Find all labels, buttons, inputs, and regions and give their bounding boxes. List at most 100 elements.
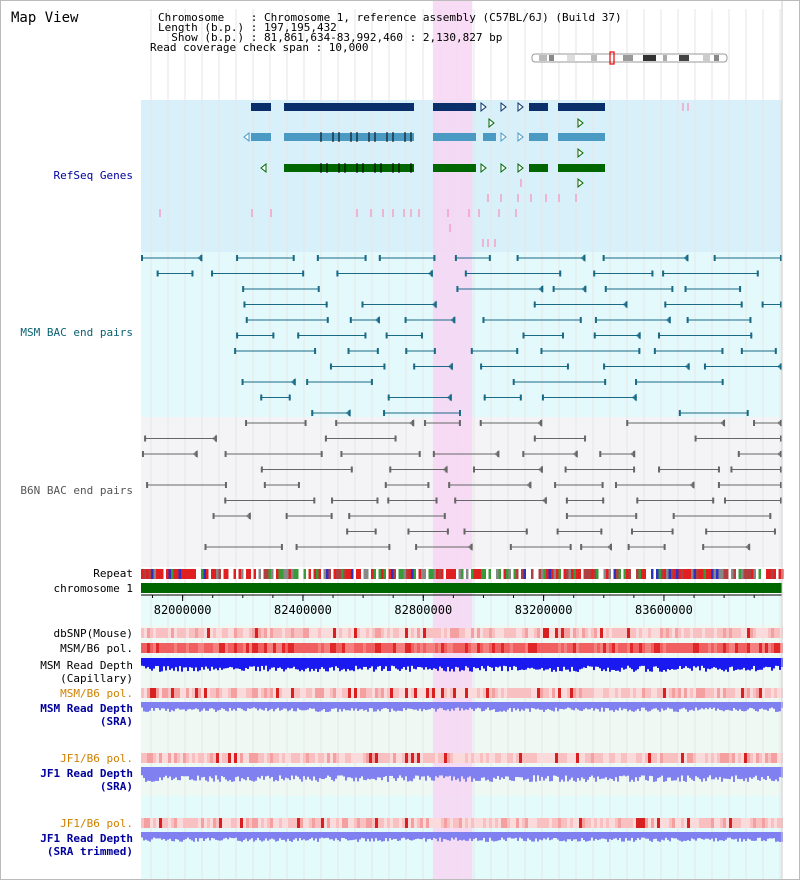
heat-cell <box>318 818 321 828</box>
bac-end-arrow <box>572 450 578 458</box>
depth-bar <box>735 832 737 839</box>
bac-end <box>522 451 525 457</box>
depth-bar <box>503 832 505 840</box>
depth-bar <box>521 832 523 839</box>
depth-bar <box>279 767 281 776</box>
depth-bar <box>419 767 421 780</box>
heat-cell <box>741 688 744 698</box>
depth-bar <box>367 702 369 712</box>
track-label-msm-read-depth-sra[interactable]: MSM Read Depth (SRA) <box>40 702 133 728</box>
depth-bar <box>299 658 301 672</box>
track-label-dbsnp[interactable]: dbSNP(Mouse) <box>53 627 133 640</box>
depth-bar <box>375 702 377 712</box>
depth-bar <box>373 767 375 779</box>
depth-bar <box>613 832 615 839</box>
depth-bar <box>363 658 365 667</box>
depth-bar <box>685 658 687 667</box>
depth-bar <box>543 702 545 712</box>
depth-bar <box>631 832 633 838</box>
heat-cell <box>153 753 156 763</box>
track-label-jf1-b6-pol-1[interactable]: JF1/B6 pol. <box>60 752 133 765</box>
heat-cell <box>273 628 276 638</box>
depth-bar <box>273 658 275 668</box>
depth-bar <box>427 658 429 670</box>
depth-bar <box>307 658 309 668</box>
heat-cell <box>678 688 681 698</box>
depth-bar <box>589 767 591 777</box>
depth-bar <box>667 658 669 670</box>
depth-bar <box>145 658 147 669</box>
heat-cell <box>762 753 765 763</box>
depth-bar <box>305 658 307 669</box>
depth-bar <box>765 658 767 667</box>
depth-bar <box>705 702 707 708</box>
depth-bar <box>651 702 653 710</box>
bac-end <box>657 332 660 339</box>
depth-bar <box>669 658 671 671</box>
bac-end-arrow <box>245 512 251 520</box>
depth-bar <box>439 702 441 708</box>
depth-bar <box>539 702 541 710</box>
bac-end <box>443 513 446 519</box>
track-label-chromosome[interactable]: chromosome 1 <box>53 582 133 595</box>
heat-cell <box>609 688 612 698</box>
depth-bar <box>561 702 563 710</box>
track-label-msm-bac[interactable]: MSM BAC end pairs <box>20 326 133 339</box>
heat-cell <box>513 818 516 828</box>
depth-bar <box>447 767 449 777</box>
track-label-repeat[interactable]: Repeat <box>93 567 133 580</box>
heat-cell <box>144 818 147 828</box>
heat-cell <box>357 643 360 653</box>
heat-cell <box>351 688 354 698</box>
depth-bar <box>383 832 385 842</box>
depth-bar <box>417 832 419 839</box>
heat-cell <box>765 628 768 638</box>
heat-cell <box>702 753 705 763</box>
depth-bar <box>539 658 541 670</box>
depth-bar <box>275 832 277 842</box>
track-label-jf1-read-depth-sra-trimmed[interactable]: JF1 Read Depth (SRA trimmed) <box>40 832 133 858</box>
track-label-refseq-genes[interactable]: RefSeq Genes <box>53 169 133 182</box>
depth-bar <box>493 767 495 778</box>
heat-cell <box>543 643 546 653</box>
bac-end <box>405 348 408 354</box>
depth-bar <box>531 767 533 782</box>
depth-bar <box>449 658 451 672</box>
heat-cell <box>603 688 606 698</box>
depth-bar <box>485 658 487 672</box>
track-label-b6n-bac[interactable]: B6N BAC end pairs <box>20 484 133 497</box>
depth-bar <box>739 658 741 670</box>
depth-bar <box>521 658 523 670</box>
depth-bar <box>685 767 687 782</box>
heat-cell <box>669 818 672 828</box>
depth-bar <box>207 767 209 782</box>
depth-bar <box>215 658 217 669</box>
track-label-msm-read-depth-capillary[interactable]: MSM Read Depth (Capillary) <box>40 659 133 685</box>
gene-exon-block <box>284 103 414 111</box>
heat-cell <box>702 688 705 698</box>
track-label-jf1-b6-pol-2[interactable]: JF1/B6 pol. <box>60 817 133 830</box>
bac-end <box>313 497 316 504</box>
heat-cell <box>360 818 363 828</box>
track-label-jf1-read-depth-sra[interactable]: JF1 Read Depth (SRA) <box>40 767 133 793</box>
repeat-element <box>183 569 186 579</box>
depth-bar <box>289 832 291 842</box>
heat-cell <box>318 688 321 698</box>
heat-cell <box>339 643 342 653</box>
depth-bar <box>561 832 563 842</box>
repeat-element <box>613 569 616 579</box>
heat-cell <box>696 753 699 763</box>
track-label-msm-b6-pol-1[interactable]: MSM/B6 pol. <box>60 642 133 655</box>
depth-bar <box>291 832 293 842</box>
depth-bar <box>317 767 319 782</box>
heat-cell <box>408 643 411 653</box>
heat-cell <box>153 628 156 638</box>
track-label-msm-b6-pol-2[interactable]: MSM/B6 pol. <box>60 687 133 700</box>
heat-cell <box>435 688 438 698</box>
bac-end <box>350 466 353 473</box>
depth-bar <box>169 767 171 777</box>
bac-end <box>564 466 567 473</box>
repeat-element <box>628 569 631 579</box>
depth-bar <box>425 658 427 668</box>
